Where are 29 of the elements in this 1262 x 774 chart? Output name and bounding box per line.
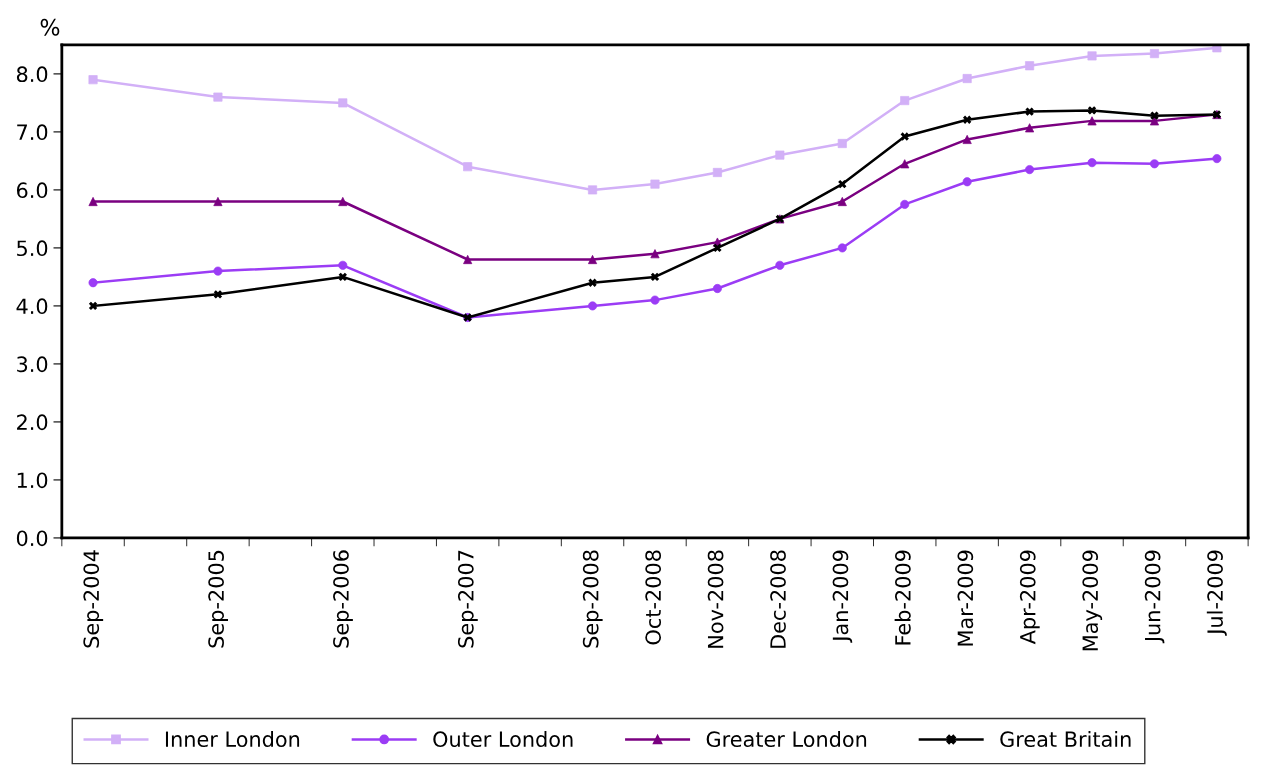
x-tick-label: Nov-2008	[707, 550, 724, 648]
y-tick-label: 3.0	[17, 356, 48, 373]
x-tick-label: Sep-2007	[457, 550, 478, 648]
legend-label: Greater London	[706, 730, 867, 748]
x-tick-label: Sep-2006	[333, 550, 353, 648]
y-tick-label: 8.0	[16, 66, 48, 83]
x-tick-label: Jul-2009	[1206, 550, 1227, 636]
y-axis-title: %	[40, 18, 60, 36]
x-tick-label: Sep-2008	[582, 550, 603, 648]
x-tick-label: Oct-2008	[645, 550, 662, 645]
y-tick-label: 7.0	[17, 124, 48, 141]
x-tick-label: Jan-2009	[832, 550, 853, 643]
y-tick-label: 1.0	[17, 472, 48, 489]
x-tick-label: Dec-2008	[770, 550, 786, 648]
x-tick-label: May-2009	[1082, 550, 1103, 651]
x-tick-label: Sep-2005	[208, 550, 229, 648]
x-tick-label: Jun-2009	[1144, 550, 1165, 644]
y-tick-label: 2.0	[17, 414, 48, 431]
x-tick-label: Sep-2004	[83, 550, 104, 648]
x-tick-label: Apr-2009	[1019, 550, 1040, 645]
x-tick-label: Mar-2009	[957, 550, 974, 646]
x-tick-label: Feb-2009	[894, 550, 911, 645]
legend-label: Inner London	[165, 730, 300, 748]
legend-label: Great Britain	[1000, 730, 1131, 748]
y-tick-label: 6.0	[16, 182, 48, 199]
legend-label: Outer London	[433, 730, 573, 748]
y-tick-label: 0.0	[16, 530, 48, 547]
y-tick-label: 4.0	[16, 298, 48, 315]
y-tick-label: 5.0	[17, 240, 48, 257]
